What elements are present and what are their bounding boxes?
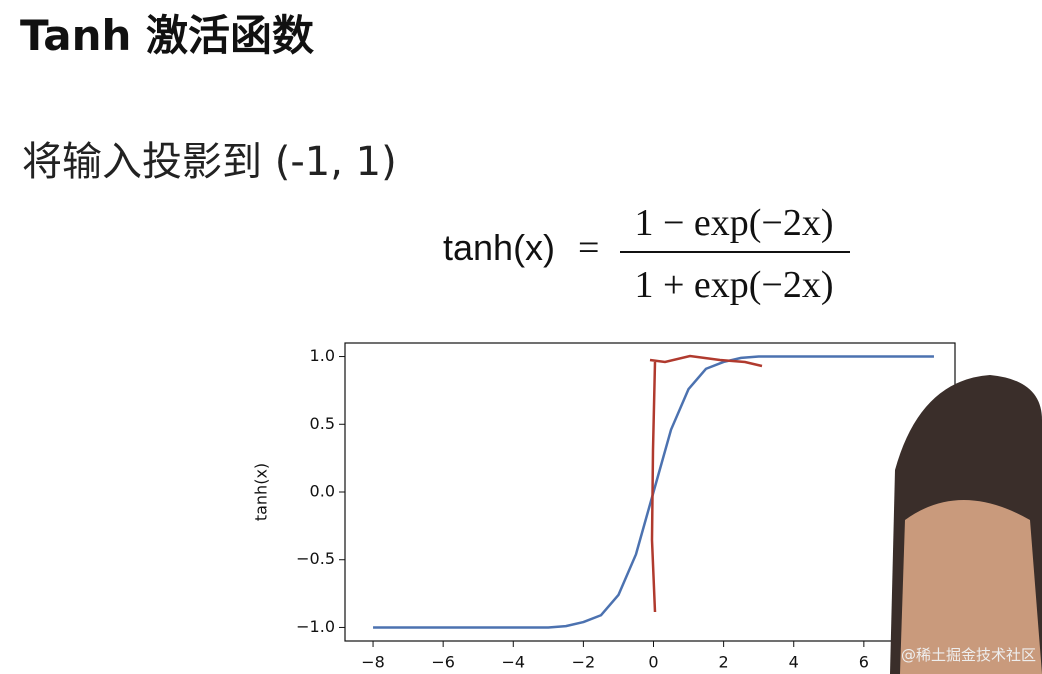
- plot-frame: [344, 342, 956, 642]
- x-tick-label: −6: [431, 653, 455, 672]
- watermark: @稀土掘金技术社区: [901, 646, 1036, 664]
- x-tick-label: 4: [789, 653, 799, 672]
- x-tick-label: 0: [648, 653, 658, 672]
- presenter-face: [900, 500, 1042, 674]
- x-tick-label: 6: [859, 653, 869, 672]
- slide-title: Tanh 激活函数: [20, 11, 314, 60]
- y-tick-label: −1.0: [296, 617, 335, 636]
- x-tick-label: −8: [361, 653, 385, 672]
- y-axis-label: tanh(x): [252, 463, 271, 521]
- x-tick-label: 2: [719, 653, 729, 672]
- y-tick-label: 0.0: [310, 482, 335, 501]
- formula-lhs: tanh(x): [443, 227, 555, 268]
- y-tick-label: −0.5: [296, 549, 335, 568]
- x-tick-label: −2: [572, 653, 596, 672]
- formula-equals: =: [578, 227, 599, 269]
- handwriting: [649, 354, 763, 613]
- formula-denominator: 1 + exp(−2x): [634, 264, 833, 306]
- y-tick-label: 0.5: [310, 414, 335, 433]
- formula-numerator: 1 − exp(−2x): [634, 202, 833, 244]
- y-tick-label: 1.0: [310, 346, 335, 365]
- x-tick-label: −4: [501, 653, 525, 672]
- slide-subtitle: 将输入投影到 (-1, 1): [22, 139, 397, 185]
